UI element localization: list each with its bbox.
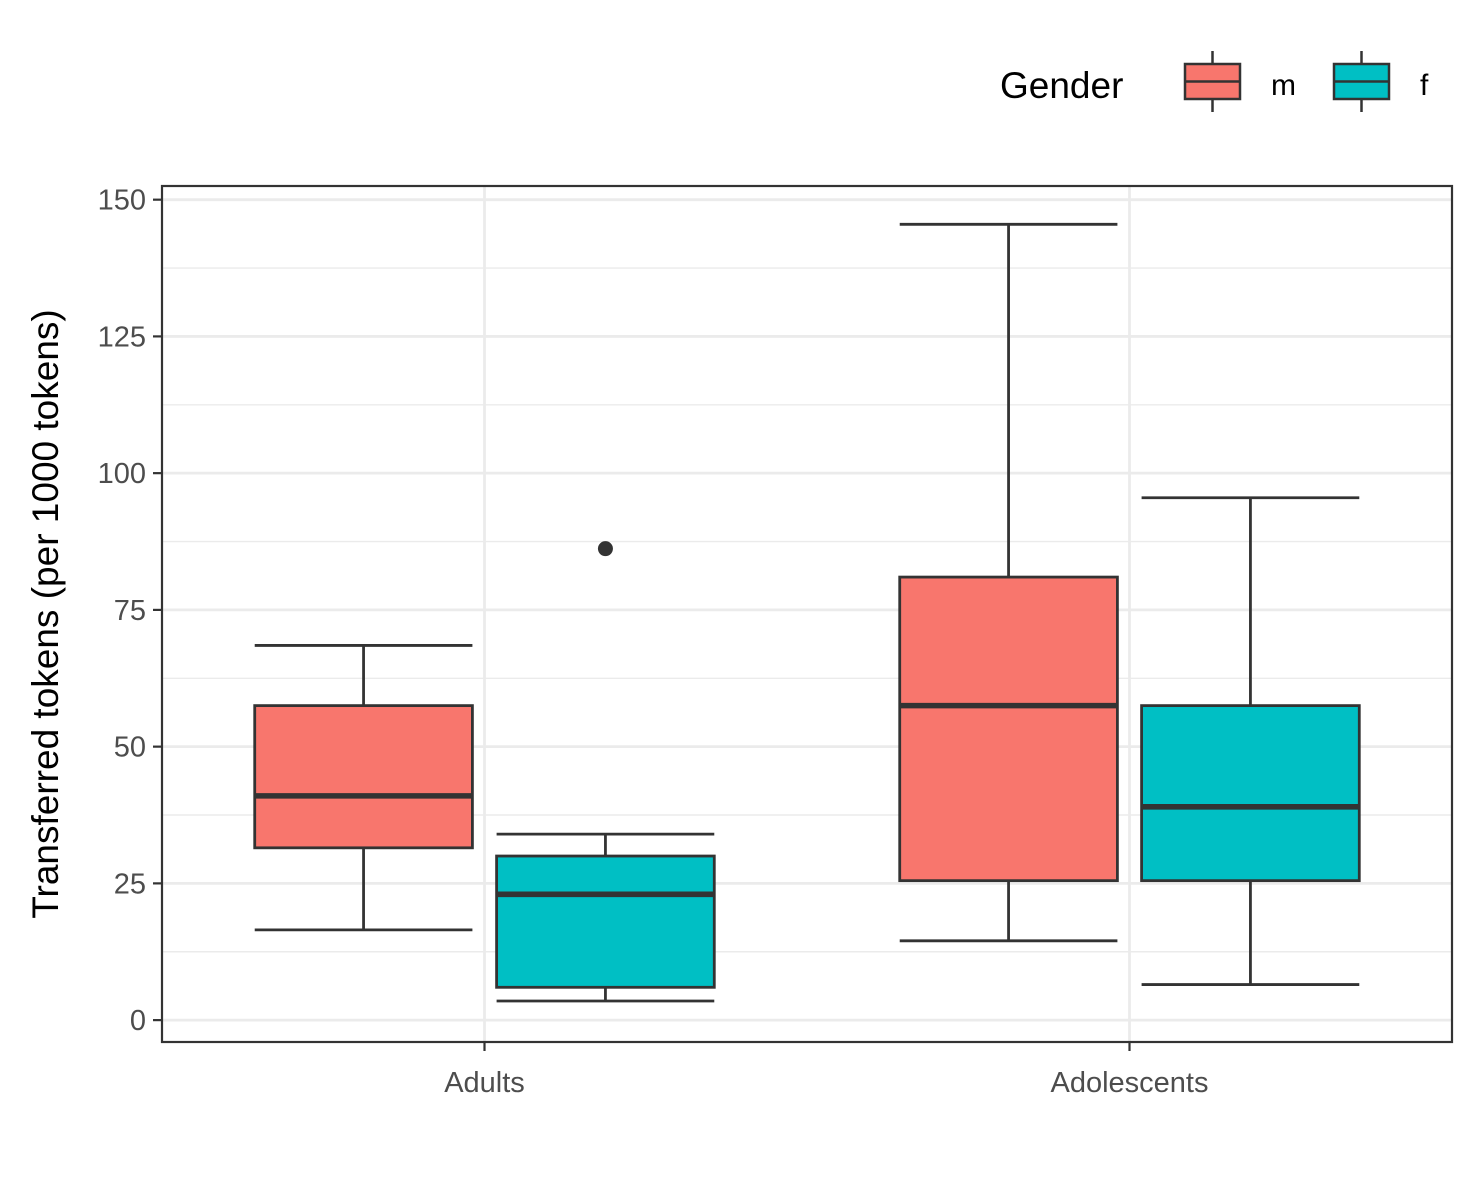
major-gridlines — [162, 186, 1452, 1042]
plot-panel — [162, 186, 1452, 1042]
iqr-box — [495, 854, 716, 989]
y-tick-label: 100 — [98, 458, 146, 490]
x-axis: Adults Adolescents — [444, 1042, 1209, 1099]
legend-key-m — [1183, 51, 1242, 112]
x-tick-label: Adults — [444, 1067, 525, 1099]
box-f-adolescents — [1140, 496, 1361, 986]
y-tick-label: 75 — [114, 595, 146, 627]
plot-border — [160, 184, 1454, 1044]
legend-title: Gender — [1000, 65, 1123, 106]
y-tick-label: 0 — [130, 1005, 146, 1037]
box-m-adults — [253, 644, 474, 932]
legend-label-f: f — [1420, 69, 1429, 102]
iqr-box — [1140, 704, 1361, 883]
legend: Gender m f — [1000, 51, 1429, 112]
y-tick-label: 125 — [98, 321, 146, 353]
x-tick-label: Adolescents — [1051, 1067, 1209, 1099]
iqr-box — [253, 704, 474, 850]
y-axis-title: Transferred tokens (per 1000 tokens) — [25, 309, 66, 918]
y-tick-label: 150 — [98, 185, 146, 217]
box-m-adolescents — [898, 222, 1119, 943]
outlier-point — [597, 541, 613, 557]
legend-label-m: m — [1271, 69, 1296, 102]
box-series — [253, 222, 1361, 1003]
y-tick-label: 25 — [114, 868, 146, 900]
y-tick-label: 50 — [114, 732, 146, 764]
iqr-box — [898, 575, 1119, 883]
box-f-adults — [495, 541, 716, 1003]
legend-key-f — [1332, 51, 1391, 112]
y-axis: 0 25 50 75 100 125 150 — [98, 185, 162, 1037]
